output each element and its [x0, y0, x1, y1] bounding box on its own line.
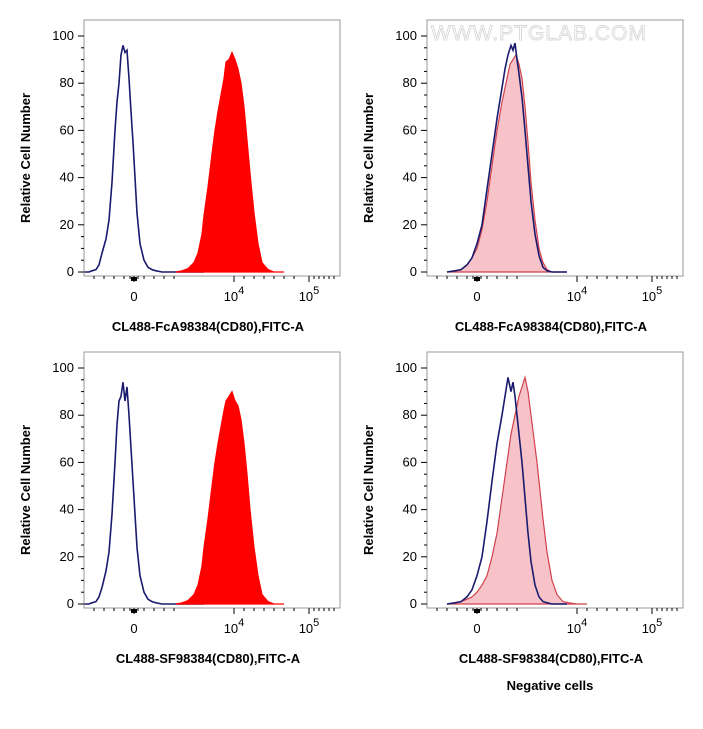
x-tick-label: 104 [224, 285, 245, 304]
y-tick-label: 60 [60, 122, 74, 137]
x-tick-exponent: 5 [656, 617, 662, 629]
y-tick-label: 100 [52, 28, 74, 43]
footer-label: Negative cells [506, 678, 594, 693]
x-tick-exponent: 4 [238, 285, 244, 297]
plot-frame [426, 351, 684, 609]
y-tick-label: 20 [403, 217, 417, 232]
y-tick-label: 0 [410, 596, 417, 611]
x-tick-exponent: 5 [313, 285, 319, 297]
x-tick-label: 105 [299, 617, 320, 636]
x-tick-label: 0 [473, 621, 480, 636]
x-axis-title: CL488-SF98384(CD80),FITC-A [459, 651, 644, 666]
y-tick-label: 60 [403, 454, 417, 469]
y-tick-label: 0 [67, 596, 74, 611]
x-tick-label: 0 [473, 289, 480, 304]
histogram-panel-4: 0 20 40 60 80 100 0 104 105 CL488-SF98384(CD80),F… [361, 351, 684, 666]
plot-frame [83, 351, 341, 609]
x-tick-exponent: 4 [581, 617, 587, 629]
y-tick-label: 20 [60, 217, 74, 232]
y-tick-label: 20 [403, 549, 417, 564]
x-tick-exponent: 5 [656, 285, 662, 297]
x-tick-label: 105 [642, 617, 663, 636]
y-tick-label: 0 [410, 264, 417, 279]
y-tick-label: 0 [67, 264, 74, 279]
histogram-fill-series-1 [446, 53, 567, 273]
x-tick-exponent: 4 [581, 285, 587, 297]
plot-frame [83, 19, 341, 277]
y-axis-title: Relative Cell Number [18, 425, 33, 555]
y-tick-label: 60 [60, 454, 74, 469]
y-tick-label: 80 [60, 407, 74, 422]
y-tick-label: 40 [60, 170, 74, 185]
x-tick-label: 105 [299, 285, 320, 304]
y-tick-label: 80 [403, 407, 417, 422]
x-tick-label: 104 [567, 285, 588, 304]
x-axis-title: CL488-SF98384(CD80),FITC-A [116, 651, 301, 666]
x-tick-label: 105 [642, 285, 663, 304]
y-tick-label: 40 [403, 502, 417, 517]
y-tick-label: 100 [395, 28, 417, 43]
histogram-outline-series-1 [84, 382, 204, 605]
y-tick-label: 40 [403, 170, 417, 185]
y-tick-label: 100 [395, 360, 417, 375]
histogram-fill-series-1 [446, 375, 587, 605]
x-axis-title: CL488-FcA98384(CD80),FITC-A [455, 319, 648, 334]
y-tick-label: 40 [60, 502, 74, 517]
y-tick-label: 100 [52, 360, 74, 375]
watermark-text: WWW.PTGLAB.COM [431, 22, 647, 45]
x-tick-label: 104 [224, 617, 245, 636]
x-tick-label: 0 [130, 289, 137, 304]
y-tick-label: 80 [403, 75, 417, 90]
histogram-panel-1: 0 20 40 60 80 100 0 104 105 CL488-FcA98384(CD80),… [18, 19, 341, 334]
y-axis-title: Relative Cell Number [361, 93, 376, 223]
histogram-fill-series-2 [175, 390, 284, 605]
y-tick-label: 60 [403, 122, 417, 137]
x-tick-label: 0 [130, 621, 137, 636]
y-axis-title: Relative Cell Number [361, 425, 376, 555]
histogram-outline-series-2 [446, 42, 567, 273]
x-tick-exponent: 5 [313, 617, 319, 629]
histogram-outline-series-1 [84, 45, 204, 273]
histogram-panel-3: 0 20 40 60 80 100 0 104 105 CL488-SF98384(CD80),F… [18, 351, 341, 666]
histogram-fill-series-2 [175, 50, 284, 273]
x-tick-label: 104 [567, 617, 588, 636]
histogram-panel-2: WWW.PTGLAB.COM 0 20 40 60 80 100 0 104 105 CL488-F… [361, 19, 684, 334]
x-axis-title: CL488-FcA98384(CD80),FITC-A [112, 319, 305, 334]
histogram-outline-series-2 [446, 377, 567, 605]
plot-frame [426, 19, 684, 277]
y-axis-title: Relative Cell Number [18, 93, 33, 223]
x-tick-exponent: 4 [238, 617, 244, 629]
y-tick-label: 20 [60, 549, 74, 564]
y-tick-label: 80 [60, 75, 74, 90]
